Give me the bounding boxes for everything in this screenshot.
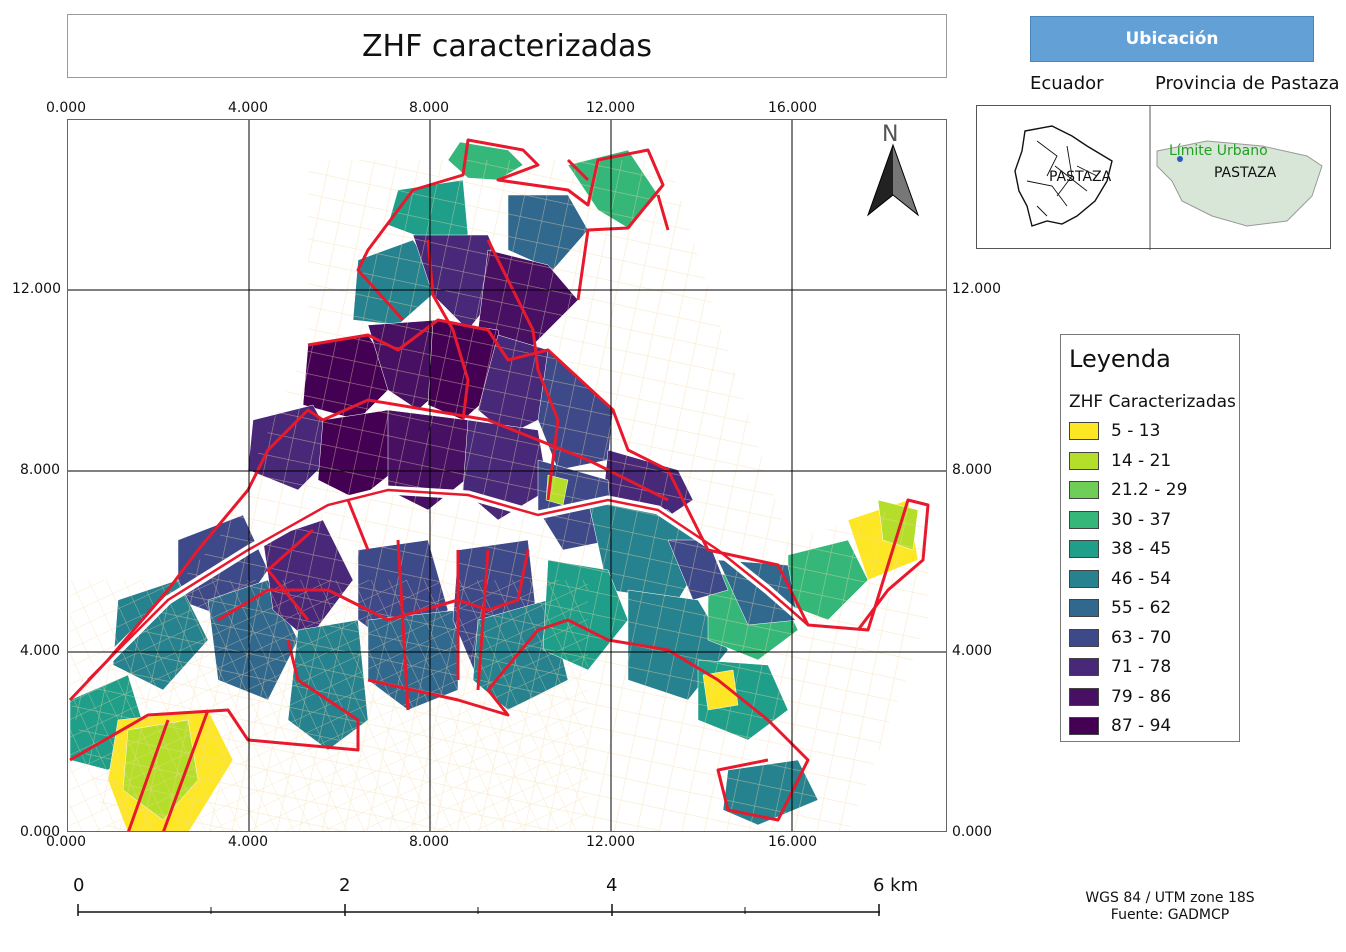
credits: WGS 84 / UTM zone 18S Fuente: GADMCP [1060,890,1280,924]
x-tick-top-3: 12.000 [586,100,635,116]
legend-item: 87 - 94 [1069,716,1171,736]
x-tick-top-2: 8.000 [409,100,450,116]
inset-maps [1014,106,1323,250]
legend-item-label: 79 - 86 [1111,686,1172,707]
ecuador-outline [1014,125,1113,227]
legend-item-label: 21.2 - 29 [1111,480,1188,500]
location-header: Ubicación [1030,16,1314,62]
legend-item-label: 46 - 54 [1111,568,1172,589]
x-tick-top-0: 0.000 [46,100,87,116]
legend-swatch [1069,422,1099,440]
x-tick-top-1: 4.000 [228,100,269,116]
pastaza-shape [1156,140,1323,227]
map-title-box: ZHF caracterizadas [67,14,947,78]
y-tick-left-0: 12.000 [12,281,61,297]
river-edge-line [87,488,809,681]
legend-item: 14 - 21 [1069,451,1171,471]
urban-limit-label: Límite Urbano [1169,143,1268,159]
y-tick-right-1: 8.000 [952,462,993,478]
legend-swatch [1069,569,1099,588]
scale-label-2: 2 [339,875,351,896]
legend-title: Leyenda [1069,345,1171,373]
legend-item-label: 71 - 78 [1111,657,1172,677]
legend-item: 63 - 70 [1069,628,1171,648]
legend-swatch [1069,658,1099,676]
legend-item-label: 5 - 13 [1111,421,1161,441]
y-tick-right-3: 0.000 [952,824,993,840]
legend-item: 5 - 13 [1069,421,1160,441]
map-canvas [68,120,946,831]
legend-swatch [1069,481,1099,499]
legend-item-label: 55 - 62 [1111,598,1172,618]
north-label: N [882,122,899,147]
legend-item: 79 - 86 [1069,687,1171,707]
legend-item-label: 14 - 21 [1111,450,1172,471]
legend-swatch [1069,540,1099,558]
legend-item-label: 30 - 37 [1111,509,1172,530]
legend-swatch [1069,599,1099,617]
map-title: ZHF caracterizadas [361,28,653,64]
province-label: Provincia de Pastaza [1155,73,1340,94]
north-arrow-icon [866,143,920,217]
x-tick-bottom-3: 12.000 [586,834,635,850]
legend-swatch [1069,510,1099,529]
legend-item-label: 87 - 94 [1111,716,1172,736]
location-inset: PASTAZA PASTAZA Límite Urbano [976,105,1331,250]
legend-subtitle: ZHF Caracterizadas [1069,392,1236,412]
legend-swatch [1069,451,1099,470]
y-tick-right-0: 12.000 [952,281,1001,297]
zone-boundaries [68,138,930,831]
x-tick-bottom-2: 8.000 [409,834,450,850]
y-tick-left-3: 0.000 [20,824,61,840]
legend-swatch [1069,628,1099,647]
legend-item: 55 - 62 [1069,598,1171,618]
x-tick-bottom-0: 0.000 [46,834,87,850]
legend-item: 38 - 45 [1069,539,1171,559]
scale-label-0: 0 [73,875,85,896]
source-label: Fuente: GADMCP [1110,907,1230,923]
legend-item: 46 - 54 [1069,569,1171,589]
legend: Leyenda ZHF Caracterizadas 5 - 13 14 - 21… [1060,334,1240,742]
y-tick-left-2: 4.000 [20,643,61,659]
map-frame[interactable]: N [67,119,947,832]
scale-label-4: 4 [606,875,618,896]
urban-limit-dot [1177,156,1183,162]
scale-label-6: 6 km [873,875,919,896]
legend-swatch [1069,717,1099,735]
crs-label: WGS 84 / UTM zone 18S [1085,890,1255,906]
legend-item: 21.2 - 29 [1069,480,1187,500]
y-tick-left-1: 8.000 [20,462,61,478]
scale-bar: 0 2 4 6 km [60,872,940,932]
legend-item: 71 - 78 [1069,657,1171,677]
province-inset-label: PASTAZA [1214,165,1277,181]
y-tick-right-2: 4.000 [952,643,993,659]
legend-item-label: 38 - 45 [1111,539,1172,559]
graticule [68,120,946,831]
legend-item-label: 63 - 70 [1111,627,1172,648]
country-inset-label: PASTAZA [1049,169,1112,185]
scale-bar-graphic [77,904,880,916]
location-header-label: Ubicación [1125,29,1219,49]
x-tick-top-4: 16.000 [768,100,817,116]
legend-item: 30 - 37 [1069,510,1171,530]
country-label: Ecuador [1030,73,1104,94]
x-tick-bottom-1: 4.000 [228,834,269,850]
legend-swatch [1069,687,1099,706]
x-tick-bottom-4: 16.000 [768,834,817,850]
